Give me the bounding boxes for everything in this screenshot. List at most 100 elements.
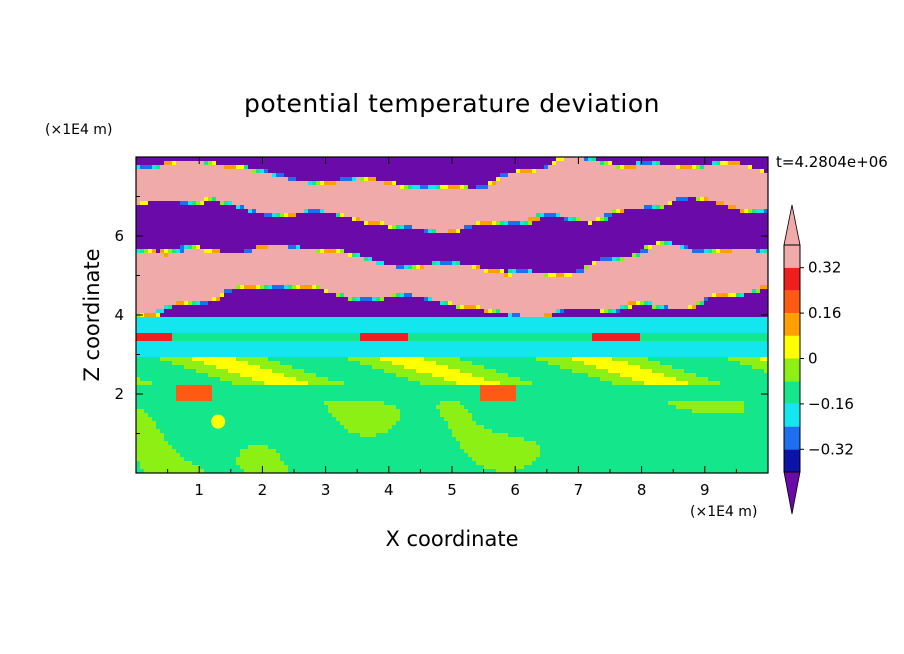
contour-cell: [700, 165, 705, 170]
contour-cell: [664, 241, 669, 246]
contour-cell: [624, 305, 629, 310]
x-tick-label: 4: [384, 481, 394, 499]
contour-cell: [420, 185, 429, 190]
contour-cell: [136, 449, 177, 454]
contour-cell: [268, 445, 461, 450]
contour-cell: [644, 381, 689, 386]
contour-cell: [740, 361, 768, 366]
contour-cell: [356, 297, 361, 302]
contour-cell: [720, 161, 729, 166]
contour-cell: [544, 165, 549, 170]
contour-cell: [136, 209, 249, 214]
colorbar-swatch: [784, 335, 800, 359]
contour-cell: [488, 181, 493, 186]
contour-cell: [728, 293, 737, 298]
contour-cell: [748, 165, 753, 170]
contour-cell: [136, 373, 209, 378]
contour-cell: [408, 185, 413, 190]
contour-cell: [352, 177, 357, 182]
contour-cell: [248, 209, 253, 214]
contour-cell: [584, 265, 589, 270]
contour-cell: [396, 225, 401, 230]
contour-cell: [192, 301, 197, 306]
contour-cell: [408, 333, 593, 338]
contour-cell: [160, 357, 193, 362]
contour-cell: [268, 285, 273, 290]
contour-cell: [612, 213, 768, 218]
contour-cell: [660, 241, 665, 246]
colorbar-swatch: [784, 449, 800, 472]
contour-cell: [148, 413, 333, 418]
contour-cell: [496, 181, 768, 186]
contour-cell: [252, 169, 257, 174]
contour-cell: [488, 185, 768, 190]
contour-cell: [760, 289, 768, 294]
contour-cell: [508, 221, 521, 226]
contour-cell: [688, 245, 768, 250]
contour-cell: [432, 373, 473, 378]
contour-cell: [292, 365, 373, 370]
contour-cell: [252, 249, 317, 254]
contour-cell: [256, 169, 261, 174]
contour-cell: [224, 289, 233, 294]
contour-cell: [472, 457, 537, 462]
contour-cell: [136, 381, 153, 386]
contour-cell: [140, 249, 145, 254]
contour-cell: [540, 449, 768, 454]
contour-cell: [676, 165, 681, 170]
contour-cell: [572, 357, 613, 362]
contour-cell: [140, 461, 193, 466]
contour-cell: [500, 269, 505, 274]
contour-cell: [532, 221, 589, 226]
contour-cell: [136, 437, 165, 442]
contour-cell: [708, 197, 768, 202]
contour-cell: [264, 213, 273, 218]
contour-cell: [392, 361, 437, 366]
contour-cell: [536, 169, 761, 174]
contour-cell: [500, 309, 557, 314]
contour-cell: [432, 229, 437, 234]
contour-cell: [348, 253, 353, 258]
y-tick-label: 4: [114, 306, 124, 324]
contour-cell: [460, 445, 541, 450]
contour-cell: [660, 161, 713, 166]
contour-cell: [348, 297, 353, 302]
contour-cell: [428, 297, 433, 302]
contour-cell: [300, 285, 313, 290]
contour-cell: [644, 205, 653, 210]
contour-cell: [208, 373, 241, 378]
contour-cell: [532, 269, 577, 274]
contour-cell: [136, 169, 253, 174]
contour-cell: [136, 409, 145, 414]
contour-cell: [240, 453, 281, 458]
contour-cell: [328, 409, 401, 414]
contour-cell: [196, 245, 201, 250]
contour-cell: [340, 293, 345, 298]
contour-cell: [452, 429, 493, 434]
contour-cell: [440, 401, 461, 406]
contour-cell: [160, 429, 349, 434]
contour-cell: [468, 409, 693, 414]
contour-cell: [556, 309, 561, 314]
contour-cell: [192, 245, 197, 250]
contour-cell: [696, 165, 701, 170]
contour-cell: [656, 305, 661, 310]
contour-cell: [352, 253, 357, 258]
contour-cell: [764, 169, 768, 174]
contour-cell: [540, 445, 768, 450]
contour-cell: [444, 417, 473, 422]
contour-cell: [412, 293, 713, 298]
contour-cell: [136, 389, 177, 394]
contour-cell: [136, 337, 173, 342]
contour-cell: [688, 197, 697, 202]
contour-cell: [212, 297, 217, 302]
contour-cell: [640, 161, 653, 166]
contour-cell: [460, 261, 593, 266]
contour-cell: [400, 409, 441, 414]
contour-cell: [180, 249, 185, 254]
y-axis-label: Z coordinate: [80, 248, 104, 381]
contour-cell: [280, 213, 285, 218]
contour-cell: [172, 333, 361, 338]
contour-cell: [544, 313, 553, 318]
contour-cell: [204, 161, 209, 166]
